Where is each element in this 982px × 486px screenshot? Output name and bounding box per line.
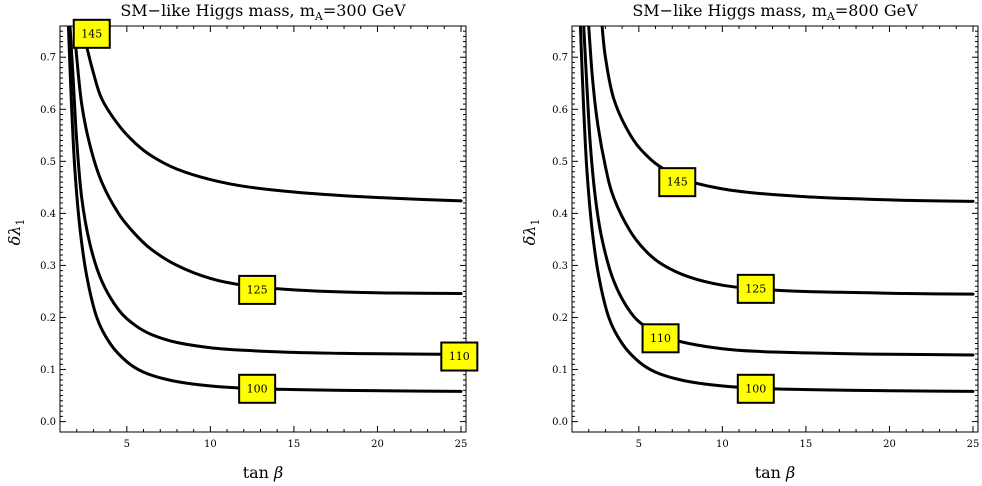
x-tick-label: 10: [204, 439, 217, 450]
x-tick-label: 5: [636, 439, 642, 450]
chart-panel-1: 5 10 15 20 25 0.0 0.1 0.2 0.3 0.4 0.5 0.6 0.7 SM−like…: [5, 1, 479, 482]
y-tick-label: 0.3: [40, 261, 56, 272]
contour-line-145: [80, 26, 463, 203]
y-axis-label: δλ1: [520, 219, 542, 246]
contour-label-145: 145: [72, 18, 111, 49]
y-axis-label: δλ1: [5, 219, 27, 246]
x-tick-label: 10: [716, 439, 729, 450]
x-tick-label: 25: [967, 439, 980, 450]
x-tick-label: 15: [288, 439, 301, 450]
y-tick-label: 0.4: [40, 209, 56, 220]
contour-lines: [578, 26, 975, 393]
x-tick-label: 20: [883, 439, 896, 450]
y-tick-label: 0.6: [40, 105, 56, 116]
y-tick-label: 0.7: [552, 53, 568, 64]
contour-label-text: 100: [745, 382, 766, 395]
contour-label-text: 125: [745, 282, 766, 295]
plot-frame: [571, 25, 979, 433]
contour-label-text: 145: [81, 27, 102, 40]
contour-label-110: 110: [440, 341, 479, 372]
y-tick-label: 0.0: [552, 417, 568, 428]
x-tick-label: 5: [124, 439, 130, 450]
contour-label-text: 145: [667, 176, 688, 189]
contour-line-145: [600, 26, 975, 203]
contour-line-125: [587, 26, 975, 296]
contour-label-text: 125: [247, 283, 268, 296]
x-axis-label: tan β: [755, 463, 796, 482]
y-tick-label: 0.1: [40, 365, 56, 376]
y-tick-label: 0.5: [552, 157, 568, 168]
contour-label-100: 100: [736, 373, 775, 404]
contour-label-125: 125: [238, 274, 277, 305]
y-tick-label: 0.4: [552, 209, 568, 220]
y-tick-label: 0.0: [40, 417, 56, 428]
contour-line-100: [578, 26, 975, 393]
contour-line-100: [66, 26, 463, 393]
y-tick-label: 0.2: [552, 313, 568, 324]
y-tick-label: 0.2: [40, 313, 56, 324]
x-axis-label: tan β: [243, 463, 284, 482]
x-tick-label: 25: [455, 439, 468, 450]
x-tick-label: 15: [800, 439, 813, 450]
y-tick-label: 0.3: [552, 261, 568, 272]
contour-label-110: 110: [641, 323, 680, 354]
contour-label-text: 100: [247, 382, 268, 395]
contour-label-145: 145: [658, 167, 697, 198]
y-tick-label: 0.6: [552, 105, 568, 116]
chart-panel-2: 5 10 15 20 25 0.0 0.1 0.2 0.3 0.4 0.5 0.6 0.7 SM−like…: [520, 1, 979, 482]
contour-label-125: 125: [736, 273, 775, 304]
contour-line-110: [68, 26, 463, 356]
contour-label-text: 110: [650, 332, 671, 345]
contour-label-100: 100: [238, 373, 277, 404]
contour-label-text: 110: [449, 350, 470, 363]
contour-line-125: [72, 26, 463, 295]
contour-line-110: [582, 26, 975, 357]
chart-title: SM−like Higgs mass, mA=300 GeV: [120, 1, 406, 23]
chart-title: SM−like Higgs mass, mA=800 GeV: [632, 1, 918, 23]
contour-lines: [66, 26, 463, 393]
plot-frame: [59, 25, 467, 433]
y-tick-label: 0.7: [40, 53, 56, 64]
x-tick-label: 20: [371, 439, 384, 450]
y-tick-label: 0.1: [552, 365, 568, 376]
y-tick-label: 0.5: [40, 157, 56, 168]
